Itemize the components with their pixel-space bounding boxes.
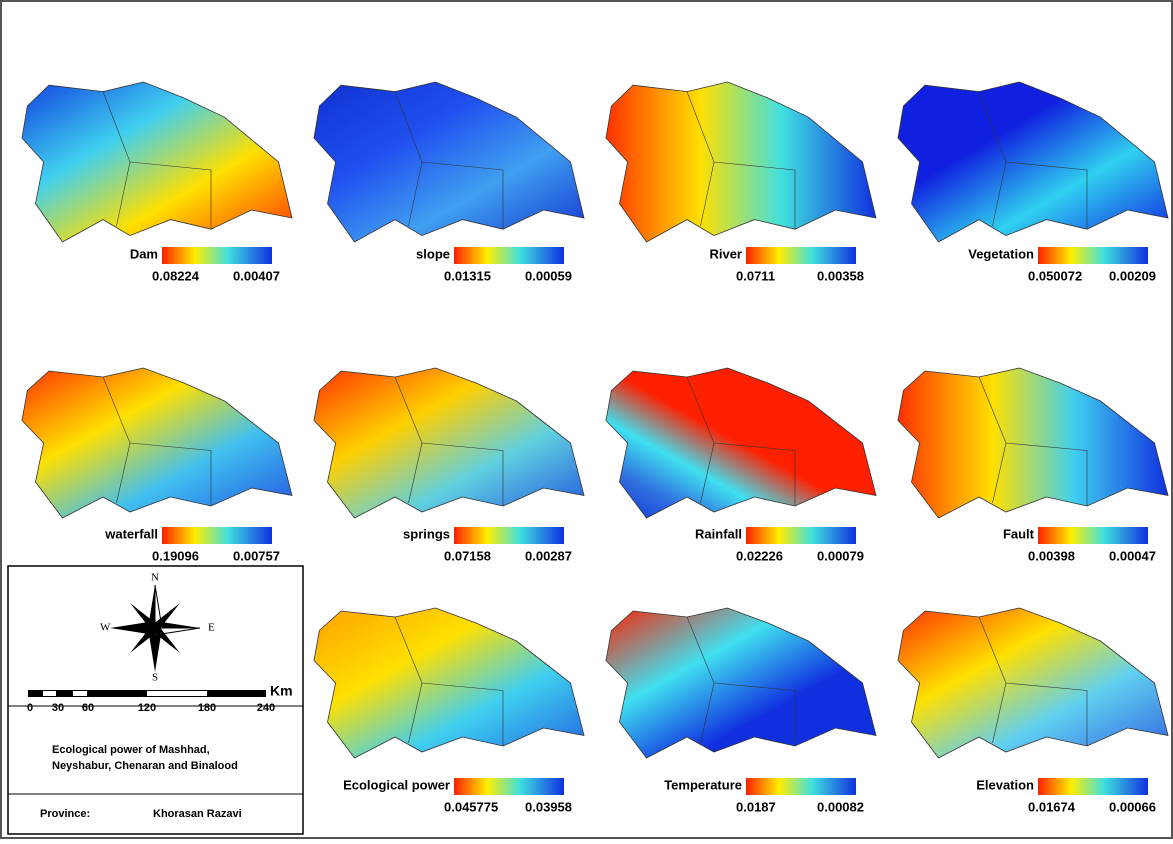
legend-title: Ecological power of Mashhad, xyxy=(52,744,210,756)
low-value: 0.00066 xyxy=(1109,799,1156,814)
legend-name: springs xyxy=(403,526,450,541)
scale-tick-label: 120 xyxy=(138,702,156,714)
legend-name: waterfall xyxy=(104,526,158,541)
scale-tick-label: 180 xyxy=(198,702,216,714)
low-value: 0.00407 xyxy=(233,268,280,283)
legend-title: Neyshabur, Chenaran and Binalood xyxy=(52,760,238,772)
scale-tick-label: 60 xyxy=(82,702,94,714)
scale-bar xyxy=(28,690,266,697)
high-value: 0.01674 xyxy=(1028,799,1076,814)
color-ramp xyxy=(454,527,564,544)
color-ramp xyxy=(746,247,856,264)
map-legend-box: N S E W Km Ecological power of Mashhad, … xyxy=(8,566,303,834)
color-ramp xyxy=(1038,247,1148,264)
color-ramp xyxy=(746,527,856,544)
high-value: 0.00398 xyxy=(1028,548,1075,563)
low-value: 0.00358 xyxy=(817,268,864,283)
legend-name: slope xyxy=(416,246,450,261)
compass-w: W xyxy=(100,622,111,634)
compass-s: S xyxy=(152,672,158,684)
province-label: Province: xyxy=(40,808,90,820)
low-value: 0.00079 xyxy=(817,548,864,563)
low-value: 0.00757 xyxy=(233,548,280,563)
legend-name: Vegetation xyxy=(968,246,1034,261)
color-ramp xyxy=(454,247,564,264)
low-value: 0.00209 xyxy=(1109,268,1156,283)
high-value: 0.19096 xyxy=(152,548,199,563)
legend-name: Fault xyxy=(1003,526,1035,541)
high-value: 0.08224 xyxy=(152,268,200,283)
low-value: 0.00082 xyxy=(817,799,864,814)
high-value: 0.0711 xyxy=(736,268,775,283)
compass-n: N xyxy=(151,572,159,584)
color-ramp xyxy=(454,778,564,795)
high-value: 0.02226 xyxy=(736,548,783,563)
high-value: 0.07158 xyxy=(444,548,491,563)
scale-tick-label: 0 xyxy=(27,702,33,714)
color-ramp xyxy=(746,778,856,795)
figure: N S E W Km Ecological power of Mashhad, … xyxy=(0,0,1173,839)
low-value: 0.00287 xyxy=(525,548,572,563)
compass-e: E xyxy=(208,622,215,634)
legend-name: Elevation xyxy=(976,777,1034,792)
province-name: Khorasan Razavi xyxy=(153,808,242,820)
color-ramp xyxy=(1038,778,1148,795)
scale-tick-label: 30 xyxy=(52,702,64,714)
legend-name: Rainfall xyxy=(695,526,742,541)
low-value: 0.00047 xyxy=(1109,548,1156,563)
color-ramp xyxy=(1038,527,1148,544)
color-ramp xyxy=(162,247,272,264)
low-value: 0.00059 xyxy=(525,268,572,283)
low-value: 0.03958 xyxy=(525,799,572,814)
legend-name: Temperature xyxy=(664,777,742,792)
high-value: 0.0187 xyxy=(736,799,776,814)
high-value: 0.01315 xyxy=(444,268,491,283)
scale-tick-label: 240 xyxy=(257,702,275,714)
scale-unit: Km xyxy=(270,683,293,699)
legend-name: Ecological power xyxy=(343,777,450,792)
high-value: 0.050072 xyxy=(1028,268,1082,283)
color-ramp xyxy=(162,527,272,544)
legend-name: Dam xyxy=(130,246,158,261)
legend-name: River xyxy=(709,246,742,261)
high-value: 0.045775 xyxy=(444,799,498,814)
